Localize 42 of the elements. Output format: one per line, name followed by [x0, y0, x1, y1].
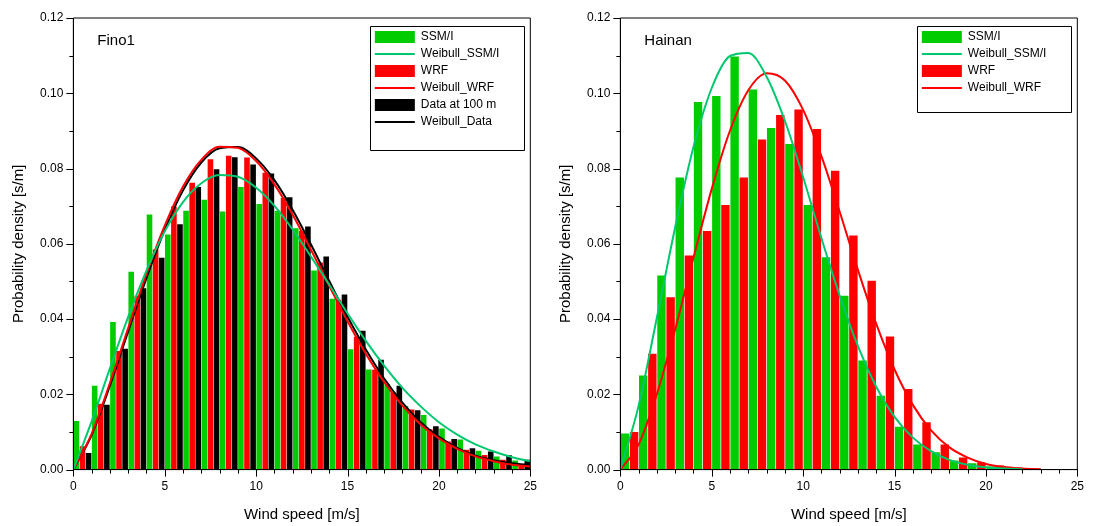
x-tick-label: 10 — [796, 479, 811, 494]
x-axis-title: Wind speed [m/s] — [790, 505, 907, 523]
legend-label: Weibull_WRF — [967, 80, 1041, 95]
y-axis-title: Probability density [s/m] — [556, 164, 574, 323]
y-tick-label: 0.00 — [40, 461, 64, 476]
y-tick-label: 0.00 — [587, 461, 611, 476]
x-tick-label: 5 — [708, 479, 716, 494]
text: Fino1 — [97, 31, 135, 49]
legend-label: Weibull_Data — [420, 114, 493, 129]
y-tick-label: 0.04 — [40, 311, 64, 326]
x-tick-label: 20 — [432, 479, 446, 494]
x-tick-label: 0 — [70, 479, 78, 494]
x-tick-label: 15 — [340, 479, 355, 494]
y-axis-title: Probability density [s/m] — [9, 164, 27, 323]
y-tick-label: 0.02 — [587, 386, 611, 401]
legend-label: WRF — [967, 63, 996, 78]
y-tick-label: 0.10 — [40, 85, 64, 100]
y-tick-label: 0.06 — [40, 236, 64, 251]
x-axis-title: Wind speed [m/s] — [243, 505, 360, 523]
x-tick-label: 15 — [887, 479, 902, 494]
y-tick-label: 0.12 — [587, 10, 611, 25]
legend-label: SSM/I — [420, 29, 454, 44]
y-tick-label: 0.02 — [40, 386, 64, 401]
legend-label: Data at 100 m — [420, 97, 497, 112]
x-tick-label: 5 — [161, 479, 169, 494]
x-tick-label: 25 — [1070, 479, 1085, 494]
x-tick-label: 0 — [617, 479, 625, 494]
x-tick-label: 10 — [249, 479, 264, 494]
legend-label: Weibull_WRF — [420, 80, 494, 95]
text: Hainan — [644, 31, 692, 49]
y-tick-label: 0.06 — [587, 236, 611, 251]
y-tick-label: 0.08 — [587, 160, 611, 175]
y-tick-label: 0.12 — [40, 10, 64, 25]
legend-label: WRF — [420, 63, 449, 78]
y-tick-label: 0.04 — [587, 311, 611, 326]
y-tick-label: 0.10 — [587, 85, 611, 100]
legend-label: Weibull_SSM/I — [420, 46, 500, 61]
legend-label: Weibull_SSM/I — [967, 46, 1047, 61]
x-tick-label: 25 — [523, 479, 538, 494]
x-tick-label: 20 — [979, 479, 993, 494]
legend-label: SSM/I — [967, 29, 1001, 44]
y-tick-label: 0.08 — [40, 160, 64, 175]
